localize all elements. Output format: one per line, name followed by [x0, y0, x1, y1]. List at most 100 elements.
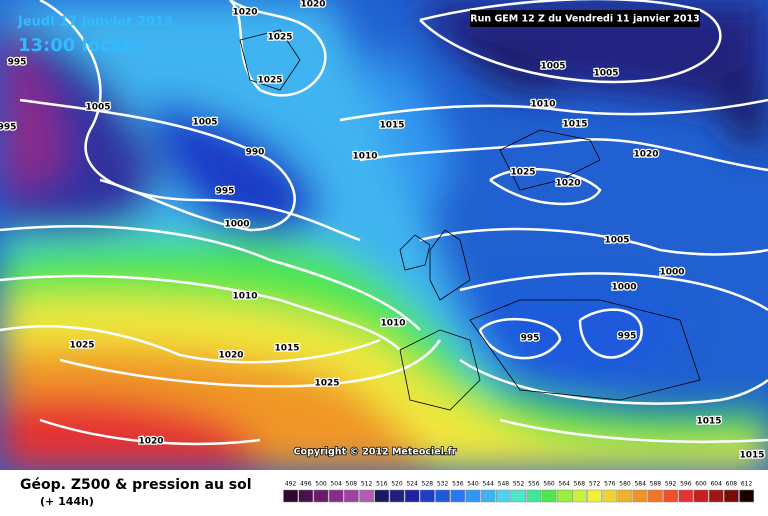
legend-swatch — [739, 489, 754, 503]
legend-swatch — [496, 489, 511, 503]
legend-label: 608 — [726, 481, 738, 488]
isobar-label: 1020 — [138, 437, 163, 447]
legend-label: 540 — [467, 481, 479, 488]
isobar-label: 1015 — [739, 451, 764, 461]
isobar-label: 995 — [0, 123, 16, 133]
isobar-label: 1010 — [232, 292, 257, 302]
legend-swatch — [693, 489, 709, 503]
isobar-label: 1025 — [69, 341, 94, 351]
legend-swatch — [632, 489, 648, 503]
isobar-label: 1025 — [267, 33, 292, 43]
coastlines — [239, 29, 701, 411]
isobar-label: 1020 — [633, 150, 658, 160]
isobar-label: 995 — [8, 58, 27, 68]
isobar-label: 1020 — [555, 179, 580, 189]
isobar-label: 990 — [246, 148, 265, 158]
legend-swatch — [344, 489, 359, 503]
isobars — [0, 0, 768, 446]
isobar-label: 1020 — [218, 351, 243, 361]
legend-swatch — [389, 489, 405, 503]
legend-swatch — [587, 489, 602, 503]
legend-label: 528 — [422, 481, 434, 488]
isobar-label: 1005 — [192, 118, 217, 128]
legend-label: 560 — [543, 481, 555, 488]
legend-swatch — [404, 489, 420, 503]
legend-label: 612 — [741, 481, 753, 488]
legend-swatch — [724, 489, 739, 503]
isobar-label: 995 — [216, 187, 235, 197]
legend-label: 516 — [376, 481, 388, 488]
isobar-label: 1015 — [274, 344, 299, 354]
legend-swatch — [511, 489, 526, 503]
run-label: Run GEM 12 Z du Vendredi 11 janvier 2013 — [470, 14, 699, 25]
legend-label: 568 — [574, 481, 586, 488]
isobar-labels: 1020 1020 1025 1025 995 995 1005 1005 990 1010 101… — [0, 0, 766, 462]
legend-swatch — [450, 489, 466, 503]
legend-swatch — [298, 489, 314, 503]
legend-label: 556 — [528, 481, 540, 488]
legend-label: 564 — [558, 481, 570, 488]
isobar-label: 1015 — [696, 417, 721, 427]
isobar-label: 1010 — [530, 100, 555, 110]
legend-label: 536 — [452, 481, 464, 488]
legend-label: 548 — [498, 481, 510, 488]
legend-swatch — [708, 489, 724, 503]
isobar-label: 995 — [521, 334, 540, 344]
legend-label: 572 — [589, 481, 601, 488]
legend: 492 496 500 504 508 512 516 520 524 528 532 536 540 5… — [283, 481, 754, 503]
isobar-label: 1015 — [379, 121, 404, 131]
footer-title: Géop. Z500 & pression au sol — [20, 477, 252, 493]
isobar-label: 1000 — [224, 220, 249, 230]
isobar-label: 1010 — [380, 319, 405, 329]
legend-label: 544 — [482, 481, 494, 488]
legend-label: 504 — [330, 481, 342, 488]
legend-label: 520 — [391, 481, 403, 488]
isobar-label: 1005 — [604, 236, 629, 246]
isobar-label: 1010 — [352, 152, 377, 162]
legend-swatch — [541, 489, 557, 503]
legend-label: 508 — [346, 481, 358, 488]
legend-label: 580 — [619, 481, 631, 488]
isobar-label: 1025 — [257, 76, 282, 86]
legend-swatch — [359, 489, 374, 503]
legend-label: 584 — [634, 481, 646, 488]
legend-swatch — [602, 489, 618, 503]
legend-swatch — [374, 489, 390, 503]
legend-swatch — [663, 489, 678, 503]
legend-swatch — [313, 489, 329, 503]
date: Jeudi 17 janvier 2013 — [17, 15, 173, 30]
legend-swatch — [678, 489, 694, 503]
legend-label: 592 — [665, 481, 677, 488]
legend-label: 496 — [300, 481, 312, 488]
isobar-label: 1020 — [232, 8, 257, 18]
time: 13:00 locale — [18, 35, 141, 56]
legend-swatch — [617, 489, 633, 503]
legend-label: 576 — [604, 481, 616, 488]
legend-label: 588 — [650, 481, 662, 488]
legend-label: 552 — [513, 481, 525, 488]
copyright: Copyright © 2012 Meteociel.fr — [294, 447, 457, 458]
legend-label: 500 — [315, 481, 327, 488]
isobar-label: 995 — [618, 332, 637, 342]
isobar-label: 1020 — [300, 0, 325, 10]
legend-swatch — [328, 489, 344, 503]
isobar-label: 1000 — [659, 268, 684, 278]
footer-lead: (+ 144h) — [40, 495, 94, 508]
legend-label: 492 — [285, 481, 297, 488]
legend-swatch — [435, 489, 450, 503]
run-box — [470, 10, 700, 27]
legend-label: 604 — [710, 481, 722, 488]
isobar-label: 1000 — [611, 283, 636, 293]
legend-swatch — [480, 489, 496, 503]
legend-swatch — [648, 489, 663, 503]
legend-label: 512 — [361, 481, 373, 488]
legend-swatch — [556, 489, 572, 503]
legend-label: 532 — [437, 481, 449, 488]
isobar-label: 1005 — [540, 62, 565, 72]
legend-swatch — [283, 489, 298, 503]
field — [0, 0, 768, 470]
legend-label: 596 — [680, 481, 692, 488]
legend-swatch — [526, 489, 542, 503]
legend-swatch — [465, 489, 481, 503]
